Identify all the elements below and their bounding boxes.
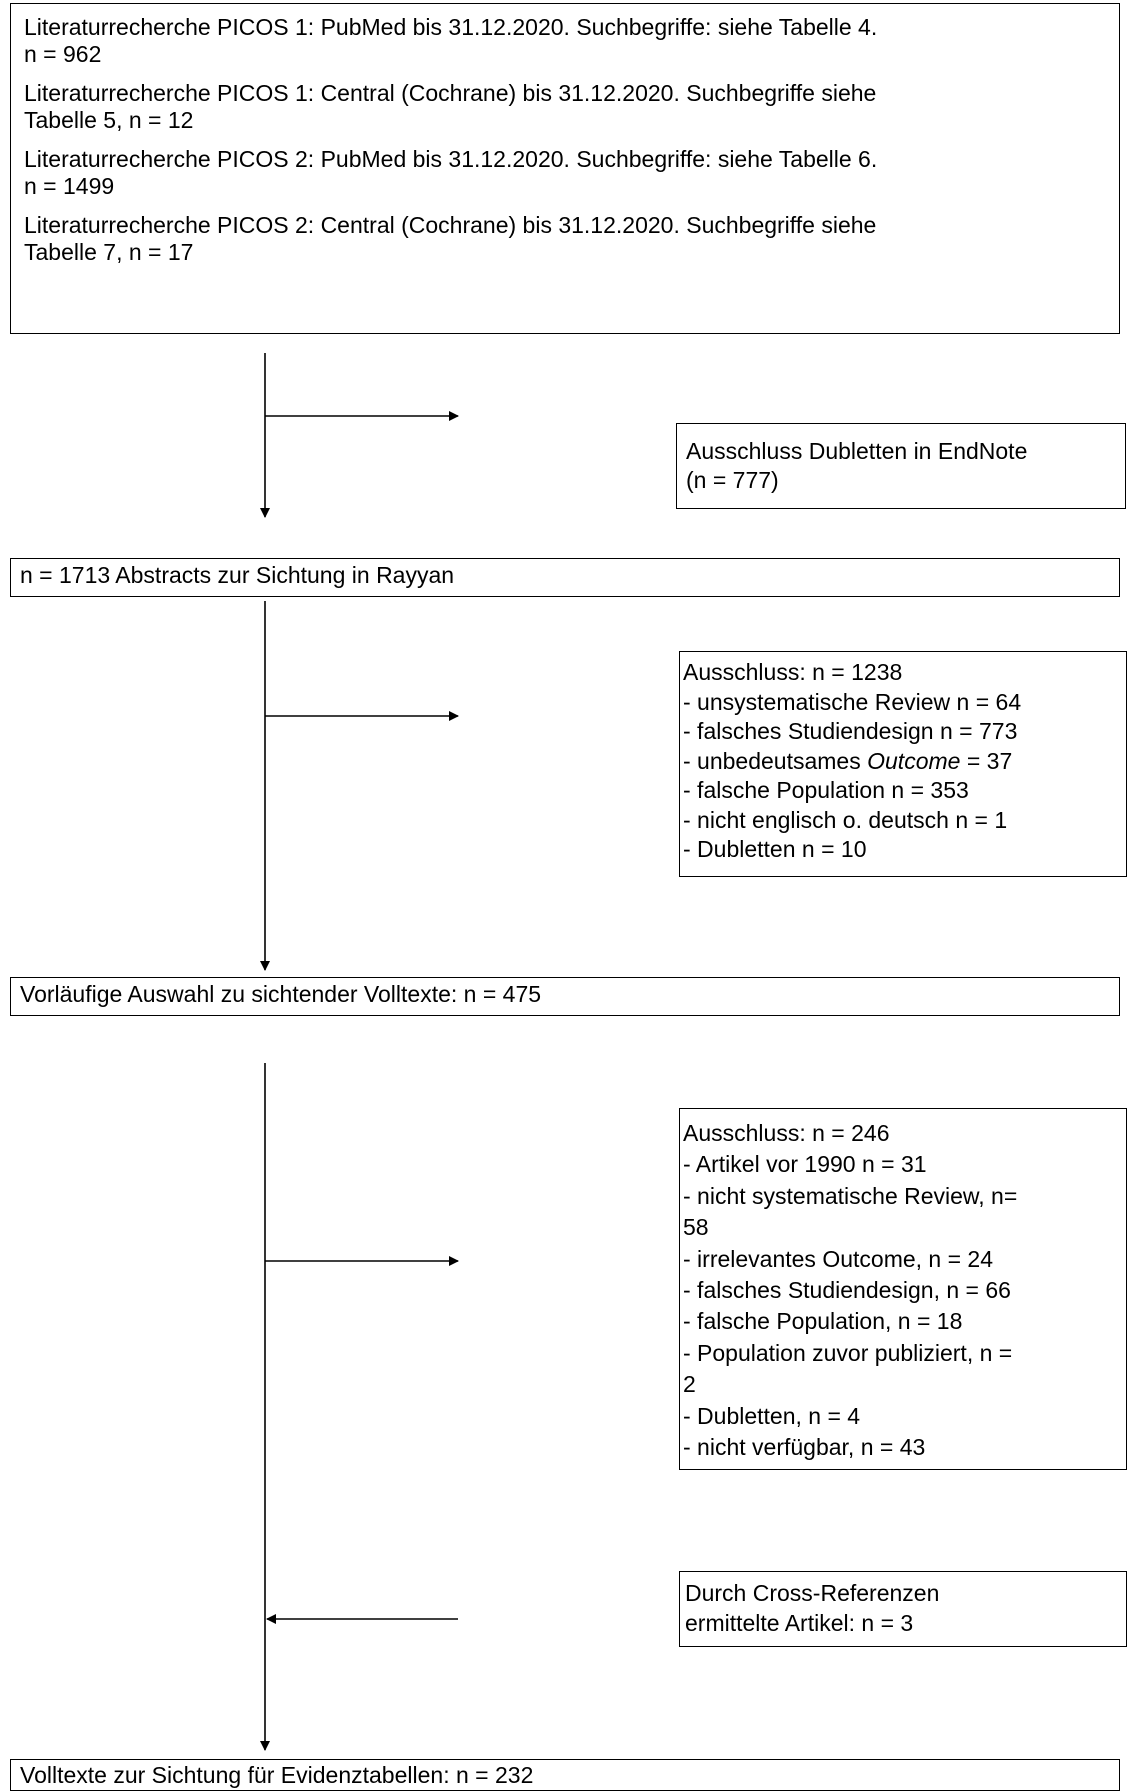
cross-reference-count: ermittelte Artikel: n = 3 [685, 1610, 914, 1636]
duplicates-label: Ausschluss Dubletten in EndNote [686, 438, 1028, 464]
literature-search-box: Literaturrecherche PICOS 1: PubMed bis 3… [10, 3, 1120, 334]
search-entry-picos1-central: Literaturrecherche PICOS 1: Central (Coc… [24, 80, 1107, 134]
fulltext-exclusion-title: Ausschluss: n = 246 [683, 1120, 890, 1146]
search-entry-line: Literaturrecherche PICOS 2: PubMed bis 3… [24, 146, 878, 172]
cross-reference-box: Durch Cross-Referenzen ermittelte Artike… [679, 1571, 1127, 1647]
exclusion-reason: 2 [683, 1371, 696, 1398]
final-fulltext-text: Volltexte zur Sichtung für Evidenztabell… [20, 1762, 534, 1788]
search-entry-line: Literaturrecherche PICOS 2: Central (Coc… [24, 212, 877, 238]
abstract-exclusion-title: Ausschluss: n = 1238 [683, 659, 903, 685]
preliminary-fulltext-text: Vorläufige Auswahl zu sichtender Volltex… [20, 981, 542, 1007]
exclusion-reason: - falsches Studiendesign, n = 66 [683, 1277, 1011, 1304]
abstract-exclusion-box: Ausschluss: n = 1238 - unsystematische R… [679, 651, 1127, 877]
exclusion-reason-outcome-italic: Outcome [867, 747, 961, 774]
search-entry-picos2-central: Literaturrecherche PICOS 2: Central (Coc… [24, 212, 1107, 266]
search-entry-line: n = 962 [24, 41, 102, 67]
search-entry-line: Literaturrecherche PICOS 1: Central (Coc… [24, 80, 877, 106]
exclusion-reason-prefix: - unbedeutsames [683, 747, 868, 774]
exclusion-reason: - unbedeutsames Outcome = 37 [683, 747, 1126, 777]
search-entry-picos2-pubmed: Literaturrecherche PICOS 2: PubMed bis 3… [24, 146, 1107, 200]
exclusion-reason: - nicht englisch o. deutsch n = 1 [683, 806, 1008, 833]
exclusion-reason: - unsystematische Review n = 64 [683, 688, 1022, 715]
abstracts-screening-box: n = 1713 Abstracts zur Sichtung in Rayya… [10, 558, 1120, 597]
fulltext-exclusion-box: Ausschluss: n = 246 - Artikel vor 1990 n… [679, 1108, 1127, 1470]
exclusion-reason: - falsche Population, n = 18 [683, 1308, 963, 1335]
final-fulltext-box: Volltexte zur Sichtung für Evidenztabell… [10, 1759, 1120, 1791]
exclusion-reason-suffix: = 37 [960, 747, 1013, 774]
cross-reference-label: Durch Cross-Referenzen [685, 1580, 940, 1606]
exclusion-reason: - nicht verfügbar, n = 43 [683, 1434, 926, 1461]
search-entry-line: Literaturrecherche PICOS 1: PubMed bis 3… [24, 14, 878, 40]
exclusion-reason: 58 [683, 1214, 709, 1241]
exclusion-reason: - falsches Studiendesign n = 773 [683, 718, 1018, 744]
exclusion-reason: - Artikel vor 1990 n = 31 [683, 1151, 927, 1178]
exclusion-reason: - Dubletten, n = 4 [683, 1402, 861, 1429]
duplicates-count: (n = 777) [686, 467, 779, 493]
exclusion-reason: - falsche Population n = 353 [683, 777, 969, 803]
abstracts-screening-text: n = 1713 Abstracts zur Sichtung in Rayya… [20, 562, 455, 588]
exclusion-reason: - Dubletten n = 10 [683, 836, 867, 862]
search-entry-line: n = 1499 [24, 173, 115, 199]
exclusion-reason: - Population zuvor publiziert, n = [683, 1339, 1013, 1366]
search-entry-line: Tabelle 5, n = 12 [24, 107, 194, 133]
exclusion-reason: - nicht systematische Review, n= [683, 1182, 1018, 1209]
preliminary-fulltext-box: Vorläufige Auswahl zu sichtender Volltex… [10, 977, 1120, 1016]
search-entry-line: Tabelle 7, n = 17 [24, 239, 194, 265]
search-entry-picos1-pubmed: Literaturrecherche PICOS 1: PubMed bis 3… [24, 14, 1107, 68]
exclusion-reason: - irrelevantes Outcome, n = 24 [683, 1245, 994, 1272]
duplicates-excluded-box: Ausschluss Dubletten in EndNote (n = 777… [676, 423, 1126, 509]
